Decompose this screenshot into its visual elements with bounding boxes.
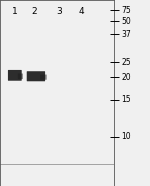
Text: 3: 3 [56,7,62,15]
FancyBboxPatch shape [27,71,45,81]
Text: 15: 15 [121,95,131,104]
Text: 75: 75 [121,6,131,15]
Text: 1: 1 [12,7,18,15]
FancyBboxPatch shape [8,70,22,81]
Text: 10: 10 [121,132,131,141]
Text: 50: 50 [121,17,131,26]
Text: 20: 20 [121,73,131,82]
Text: 4: 4 [78,7,84,15]
Text: 2: 2 [31,7,37,15]
FancyBboxPatch shape [40,75,47,80]
Text: 37: 37 [121,30,131,39]
Text: 25: 25 [121,58,131,67]
FancyBboxPatch shape [18,73,23,79]
